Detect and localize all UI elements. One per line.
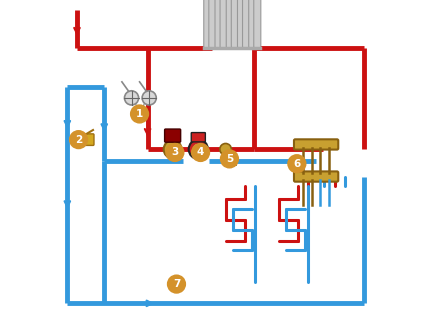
Text: 3: 3: [171, 147, 178, 158]
Circle shape: [189, 140, 208, 159]
Text: 4: 4: [197, 147, 204, 158]
Circle shape: [191, 143, 210, 162]
FancyBboxPatch shape: [249, 0, 256, 48]
Text: 2: 2: [75, 134, 82, 145]
FancyBboxPatch shape: [215, 0, 222, 48]
Circle shape: [130, 104, 149, 124]
Circle shape: [220, 143, 231, 155]
Text: 1: 1: [136, 109, 143, 119]
Circle shape: [167, 274, 186, 294]
FancyBboxPatch shape: [243, 0, 249, 48]
FancyBboxPatch shape: [226, 0, 233, 48]
Circle shape: [287, 154, 307, 173]
Text: 6: 6: [293, 159, 301, 169]
FancyBboxPatch shape: [294, 139, 338, 150]
FancyBboxPatch shape: [191, 133, 206, 142]
FancyBboxPatch shape: [204, 0, 211, 48]
Circle shape: [220, 149, 239, 169]
FancyBboxPatch shape: [209, 0, 216, 48]
FancyBboxPatch shape: [237, 0, 245, 48]
FancyBboxPatch shape: [254, 0, 261, 48]
FancyBboxPatch shape: [220, 0, 227, 48]
Circle shape: [69, 130, 88, 149]
Text: 7: 7: [173, 279, 180, 289]
Circle shape: [142, 91, 156, 105]
FancyBboxPatch shape: [231, 0, 238, 48]
Circle shape: [164, 140, 181, 158]
Circle shape: [165, 143, 184, 162]
FancyBboxPatch shape: [294, 171, 338, 182]
Circle shape: [124, 91, 138, 105]
Text: 5: 5: [226, 154, 233, 164]
FancyBboxPatch shape: [76, 134, 94, 145]
FancyBboxPatch shape: [165, 129, 181, 142]
